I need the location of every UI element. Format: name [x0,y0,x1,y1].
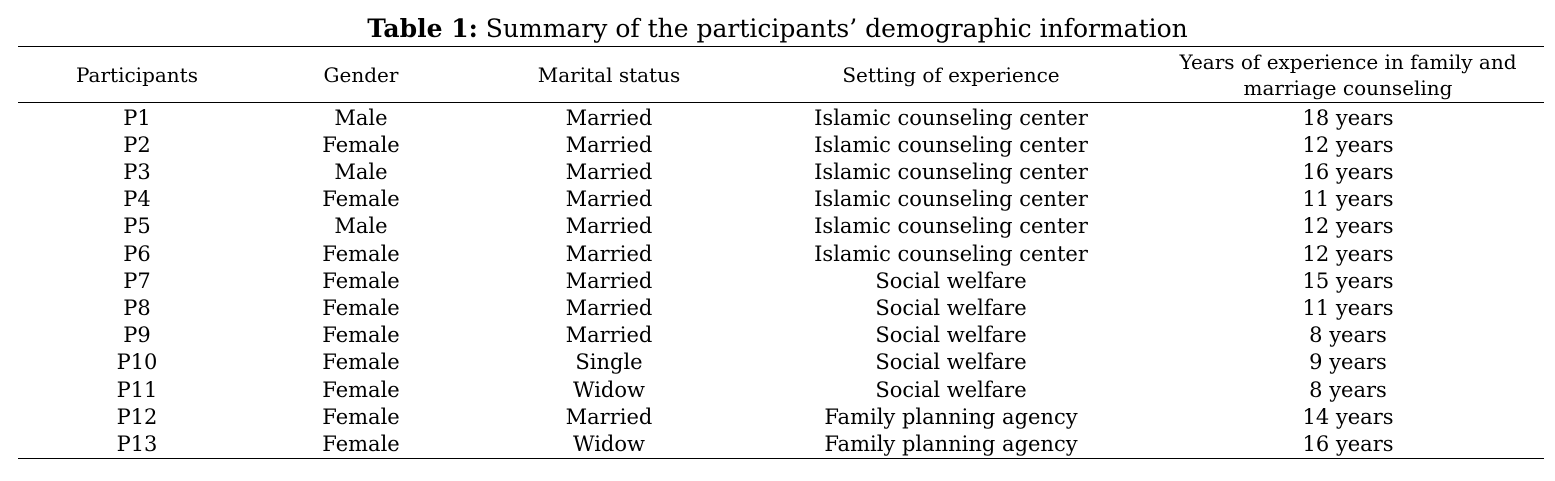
cell-setting: Islamic counseling center [814,241,1088,266]
cell-participant: P13 [116,431,158,456]
table-row: P1 Male Married Islamic counseling center 18… [18,104,1544,131]
cell-participant: P1 [123,105,151,130]
table-row: P6 Female Married Islamic counseling center… [18,240,1544,267]
cell-years: 14 years [1302,404,1394,429]
cell-gender: Female [322,323,400,348]
cell-years: 11 years [1302,187,1394,212]
cell-setting: Islamic counseling center [814,214,1088,239]
cell-gender: Female [322,295,400,320]
cell-marital-status: Married [565,105,653,130]
cell-gender: Male [334,159,388,184]
table-row: P7 Female Married Social welfare 15 years [18,267,1544,294]
cell-gender: Female [322,187,400,212]
header-marital-status: Marital status [537,62,681,87]
cell-years: 8 years [1309,323,1387,348]
table-row: P3 Male Married Islamic counseling center 16… [18,158,1544,185]
cell-marital-status: Married [565,241,653,266]
cell-setting: Islamic counseling center [814,187,1088,212]
header-setting-of-experience: Setting of experience [842,62,1060,87]
cell-participant: P6 [123,241,151,266]
header-years-of-experience: Years of experience in family and marria… [1179,49,1517,100]
cell-setting: Family planning agency [824,431,1078,456]
cell-years: 9 years [1309,350,1387,375]
cell-gender: Male [334,214,388,239]
cell-marital-status: Married [565,323,653,348]
cell-gender: Female [322,132,400,157]
cell-participant: P10 [116,350,158,375]
cell-marital-status: Widow [573,431,645,456]
cell-setting: Islamic counseling center [814,105,1088,130]
table-header-row: Participants Gender Marital status Setti… [18,47,1544,102]
cell-setting: Islamic counseling center [814,159,1088,184]
cell-marital-status: Married [565,132,653,157]
cell-gender: Female [322,350,400,375]
cell-setting: Family planning agency [824,404,1078,429]
cell-participant: P3 [123,159,151,184]
table-row: P10 Female Single Social welfare 9 years [18,349,1544,376]
cell-years: 12 years [1302,132,1394,157]
table-row: P9 Female Married Social welfare 8 years [18,322,1544,349]
cell-gender: Female [322,268,400,293]
cell-participant: P8 [123,295,151,320]
table-row: P8 Female Married Social welfare 11 years [18,294,1544,321]
cell-gender: Female [322,404,400,429]
cell-setting: Social welfare [875,268,1027,293]
table-caption-label: Table 1: [367,14,478,43]
cell-years: 15 years [1302,268,1394,293]
table-header-rule [18,102,1544,103]
cell-marital-status: Married [565,159,653,184]
cell-participant: P11 [116,377,158,402]
cell-marital-status: Married [565,187,653,212]
table-row: P2 Female Married Islamic counseling center… [18,131,1544,158]
cell-participant: P7 [123,268,151,293]
cell-years: 11 years [1302,295,1394,320]
cell-marital-status: Widow [573,377,645,402]
cell-years: 12 years [1302,214,1394,239]
table-row: P13 Female Widow Family planning agency 16 y… [18,430,1544,457]
cell-years: 16 years [1302,431,1394,456]
cell-participant: P4 [123,187,151,212]
table-row: P11 Female Widow Social welfare 8 years [18,376,1544,403]
cell-marital-status: Single [575,350,643,375]
cell-years: 12 years [1302,241,1394,266]
cell-participant: P9 [123,323,151,348]
cell-participant: P2 [123,132,151,157]
table-row: P12 Female Married Family planning agency 14… [18,403,1544,430]
cell-years: 16 years [1302,159,1394,184]
cell-setting: Social welfare [875,350,1027,375]
cell-gender: Female [322,241,400,266]
cell-setting: Social welfare [875,295,1027,320]
table-row: P5 Male Married Islamic counseling center 12… [18,213,1544,240]
table-caption: Table 1: Summary of the participants’ de… [0,13,1555,45]
cell-marital-status: Married [565,214,653,239]
cell-marital-status: Married [565,295,653,320]
cell-marital-status: Married [565,268,653,293]
cell-participant: P5 [123,214,151,239]
cell-gender: Female [322,431,400,456]
cell-setting: Social welfare [875,377,1027,402]
table-caption-text: Summary of the participants’ demographic… [477,14,1188,43]
cell-setting: Social welfare [875,323,1027,348]
cell-years: 18 years [1302,105,1394,130]
cell-years: 8 years [1309,377,1387,402]
cell-marital-status: Married [565,404,653,429]
table-row: P4 Female Married Islamic counseling center… [18,186,1544,213]
table-bottom-rule [18,458,1544,459]
cell-participant: P12 [116,404,158,429]
table-top-rule [18,46,1544,47]
cell-setting: Islamic counseling center [814,132,1088,157]
header-gender: Gender [323,62,399,87]
cell-gender: Female [322,377,400,402]
cell-gender: Male [334,105,388,130]
header-participants: Participants [76,62,198,87]
